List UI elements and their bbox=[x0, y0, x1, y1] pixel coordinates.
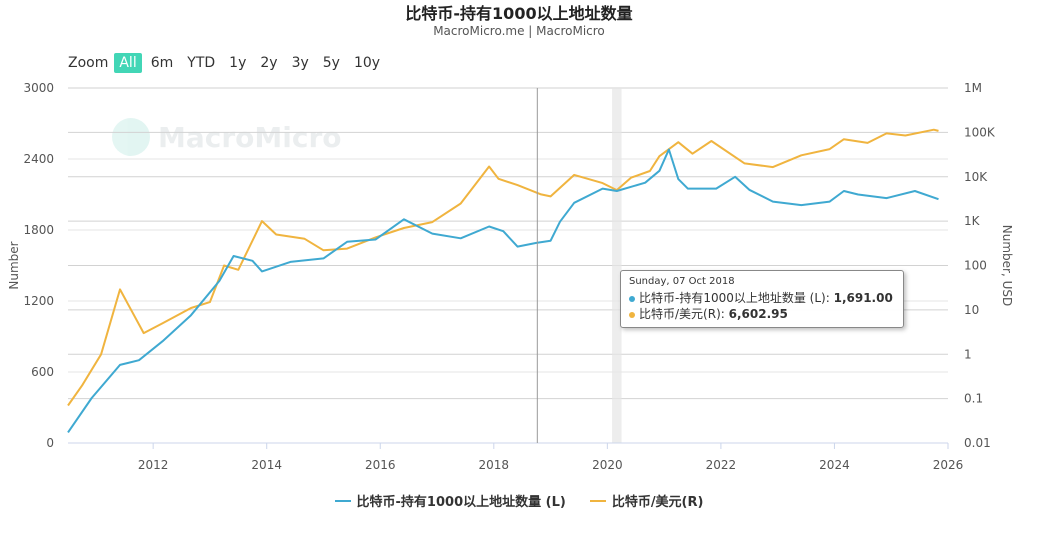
chart-subtitle: MacroMicro.me | MacroMicro bbox=[433, 24, 605, 38]
zoom-button-all[interactable]: All bbox=[114, 53, 142, 73]
y-right-tick-label: 100 bbox=[964, 259, 987, 273]
y-left-tick-label: 1200 bbox=[23, 294, 54, 308]
zoom-button-6m[interactable]: 6m bbox=[150, 55, 174, 71]
legend: 比特币-持有1000以上地址数量 (L) 比特币/美元(R) bbox=[0, 491, 1038, 510]
x-tick-label: 2022 bbox=[706, 458, 737, 472]
y-left-tick-label: 3000 bbox=[23, 81, 54, 95]
tooltip-value-left: 1,691.00 bbox=[833, 291, 893, 305]
y-right-tick-label: 1 bbox=[964, 347, 972, 361]
zoom-button-10y[interactable]: 10y bbox=[353, 55, 381, 71]
x-tick-label: 2016 bbox=[365, 458, 396, 472]
y-right-tick-label: 1M bbox=[964, 81, 982, 95]
y-right-axis-title: Number, USD bbox=[1000, 225, 1014, 306]
legend-label-left: 比特币-持有1000以上地址数量 (L) bbox=[356, 495, 566, 510]
watermark-text: MacroMicro bbox=[158, 121, 342, 154]
zoom-label: Zoom bbox=[68, 55, 109, 71]
tooltip-row-left: 比特币-持有1000以上地址数量 (L): 1,691.00 bbox=[629, 290, 895, 306]
zoom-button-1y[interactable]: 1y bbox=[229, 55, 247, 71]
x-tick-label: 2026 bbox=[933, 458, 964, 472]
zoom-button-2y[interactable]: 2y bbox=[260, 55, 278, 71]
y-right-tick-label: 1K bbox=[964, 214, 981, 228]
x-tick-label: 2020 bbox=[592, 458, 623, 472]
tooltip-label-left: 比特币-持有1000以上地址数量 (L): bbox=[639, 291, 834, 305]
series-line-address-count[interactable] bbox=[67, 148, 939, 433]
legend-swatch-right bbox=[589, 499, 606, 502]
tooltip: Sunday, 07 Oct 2018 比特币-持有1000以上地址数量 (L)… bbox=[620, 270, 904, 328]
x-tick-label: 2014 bbox=[251, 458, 282, 472]
tooltip-dot-right bbox=[629, 311, 635, 318]
watermark-logo: MacroMicro bbox=[112, 118, 342, 156]
tooltip-value-right: 6,602.95 bbox=[728, 307, 788, 321]
tooltip-dot-left bbox=[629, 295, 635, 302]
x-tick-label: 2018 bbox=[479, 458, 510, 472]
legend-item-right-series[interactable]: 比特币/美元(R) bbox=[589, 491, 704, 510]
y-right-tick-label: 0.01 bbox=[964, 436, 991, 450]
y-right-tick-label: 10 bbox=[964, 303, 979, 317]
zoom-toolbar: Zoom All 6m YTD 1y 2y 3y 5y 10y bbox=[68, 53, 389, 73]
y-left-tick-label: 600 bbox=[31, 365, 54, 379]
y-right-tick-label: 100K bbox=[964, 125, 996, 139]
series-line-btc-usd[interactable] bbox=[67, 128, 939, 407]
y-left-tick-label: 1800 bbox=[23, 223, 54, 237]
legend-swatch-left bbox=[334, 499, 351, 502]
y-right-axis: 0.01 0.1 1 10 100 1K 10K 100K 1M bbox=[964, 81, 996, 450]
tooltip-date: Sunday, 07 Oct 2018 bbox=[629, 276, 735, 287]
zoom-button-3y[interactable]: 3y bbox=[291, 55, 309, 71]
watermark-logo-icon bbox=[112, 118, 150, 156]
tooltip-label-right: 比特币/美元(R): bbox=[639, 307, 729, 321]
series-layer bbox=[67, 128, 939, 433]
y-left-tick-label: 0 bbox=[46, 436, 54, 450]
x-tick-label: 2024 bbox=[819, 458, 850, 472]
y-left-axis-title: Number bbox=[7, 241, 21, 289]
legend-label-right: 比特币/美元(R) bbox=[611, 495, 704, 510]
chart-title: 比特币-持有1000以上地址数量 bbox=[405, 4, 633, 23]
shaded-band bbox=[612, 88, 622, 443]
zoom-button-5y[interactable]: 5y bbox=[322, 55, 340, 71]
y-right-tick-label: 10K bbox=[964, 170, 988, 184]
y-left-axis: 0 600 1200 1800 2400 3000 bbox=[23, 81, 54, 450]
x-tick-label: 2012 bbox=[138, 458, 169, 472]
y-right-tick-label: 0.1 bbox=[964, 392, 983, 406]
tooltip-row-right: 比特币/美元(R): 6,602.95 bbox=[629, 306, 895, 322]
legend-item-left-series[interactable]: 比特币-持有1000以上地址数量 (L) bbox=[334, 491, 566, 510]
x-axis: 2012 2014 2016 2018 2020 2022 2024 2026 bbox=[68, 442, 964, 472]
y-left-tick-label: 2400 bbox=[23, 152, 54, 166]
zoom-button-ytd[interactable]: YTD bbox=[187, 55, 216, 71]
